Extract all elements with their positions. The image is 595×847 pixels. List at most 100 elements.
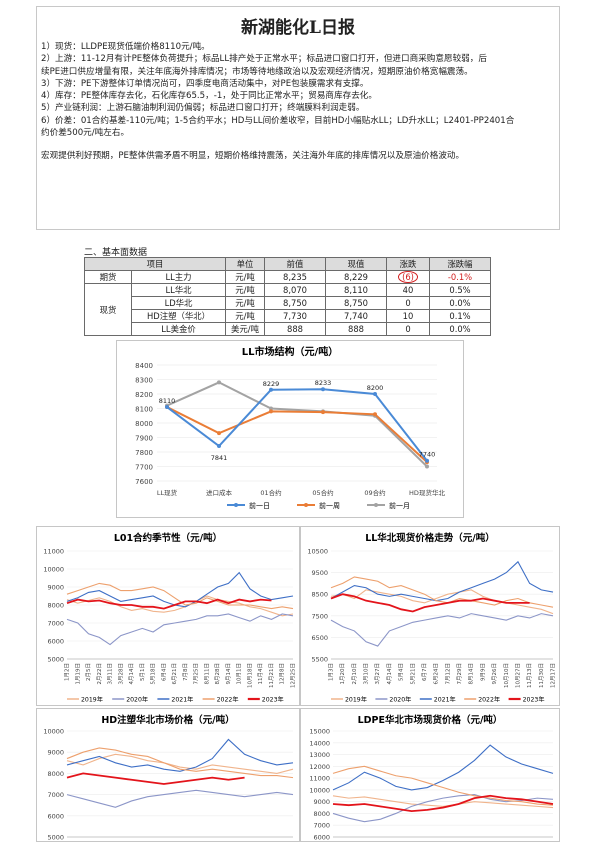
x-tick-label: 11月30日	[538, 663, 545, 688]
report-title: 新湖能化L日报	[241, 18, 355, 38]
y-tick-label: 5500	[311, 656, 328, 664]
y-tick-label: 7900	[135, 435, 153, 443]
x-tick-label: 11月4日	[257, 663, 264, 685]
row-pct: -0.1%	[429, 270, 491, 284]
y-tick-label: 7600	[135, 478, 153, 486]
row-pct: 0.5%	[429, 283, 491, 297]
legend-label: 前一日	[249, 501, 270, 510]
row-chg: 0	[386, 296, 430, 310]
hd-injection-chart: HD注塑华北市场价格（元/吨） 10000 9000 8000 7000 6000 5000	[36, 708, 300, 842]
y-tick-label: 8400	[135, 362, 153, 370]
y-tick-label: 6000	[47, 638, 64, 646]
x-tick-label: 8月28日	[214, 663, 221, 685]
y-tick-label: 15000	[309, 728, 330, 736]
x-tick-label: 12月17日	[550, 663, 557, 688]
change-value: (6)	[398, 271, 418, 283]
section-title: 二、基本面数据	[84, 248, 148, 258]
ll-north-spot-chart: LL华北现货价格走势（元/吨） 10500 9500 8500 7500 6500 5500…	[300, 526, 560, 706]
x-tick-label: 4月14日	[386, 663, 393, 685]
x-tick-label: 01合约	[260, 488, 281, 497]
report-line: 3）下游：PE下游整体订单情况尚可，四季度电商活动集中，对PE包装膜需求有支撑。	[41, 78, 369, 89]
legend-label: 2019年	[345, 696, 367, 704]
legend-label: 2022年	[478, 696, 500, 704]
x-tick-label: 12月25日	[290, 663, 297, 688]
report-line: 6）价差：01合约基差-110元/吨；1-5合约平水；HD与LL间价差收窄，目前…	[41, 115, 515, 126]
header-item: 项目	[84, 257, 226, 271]
x-tick-label: 7月29日	[456, 663, 463, 685]
ldpe-north-svg: LDPE华北市场现货价格（元/吨） 15000 14000 13000 12000 110…	[309, 714, 554, 842]
report-line: 4）库存：PE整体库存去化，石化库存65.5，-1，处于同比正常水平；贸易商库存…	[41, 91, 377, 102]
chart-title: L01合约季节性（元/吨）	[114, 532, 222, 544]
series-line	[66, 595, 294, 617]
y-tick-label: 10000	[309, 786, 330, 794]
data-point	[165, 405, 169, 410]
data-label: 8233	[315, 379, 332, 387]
x-tick-label: 6月4日	[160, 663, 167, 681]
x-tick-label: 6月21日	[171, 663, 178, 685]
row-unit: 元/吨	[225, 309, 265, 323]
row-cur: 8,110	[325, 283, 387, 297]
table-row: LL美金价 美元/吨 888 888 0 0.0%	[85, 322, 491, 336]
data-point	[321, 410, 325, 415]
row-chg: (6)	[386, 270, 430, 284]
series-line	[332, 794, 554, 812]
x-tick-label: 12月8日	[279, 663, 286, 685]
legend-label: 2021年	[171, 696, 193, 704]
x-tick-label: 3月27日	[374, 663, 381, 685]
x-tick-label: 6月7日	[421, 663, 428, 681]
series-line	[66, 613, 294, 646]
legend-label: 前一周	[319, 501, 340, 510]
series-line	[166, 388, 428, 462]
y-tick-label: 6000	[47, 812, 64, 820]
series-line	[330, 589, 554, 615]
x-tick-label: 3月28日	[117, 663, 124, 685]
row-cur: 8,750	[325, 296, 387, 310]
y-tick-label: 7800	[135, 449, 153, 457]
series-line	[66, 738, 294, 772]
header-cur: 现值	[325, 257, 387, 271]
series-line	[166, 406, 428, 463]
data-label: 7841	[211, 454, 228, 462]
legend-label: 2019年	[81, 696, 103, 704]
data-label: 8200	[367, 384, 384, 392]
x-tick-label: 1月20日	[339, 663, 346, 685]
x-tick-label: 8月11日	[203, 663, 210, 685]
series-line	[66, 571, 294, 608]
data-point	[269, 409, 273, 414]
x-tick-label: 5月18日	[150, 663, 157, 685]
chart-title: HD注塑华北市场价格（元/吨）	[101, 714, 234, 726]
data-label: 7740	[419, 451, 436, 459]
header-chg: 涨跌	[386, 257, 430, 271]
legend-label: 2023年	[523, 696, 545, 704]
data-point	[425, 464, 429, 469]
y-tick-label: 7000	[47, 620, 64, 628]
x-tick-label: 2月5日	[85, 663, 92, 681]
legend-marker	[234, 503, 238, 507]
x-tick-label: 8月14日	[468, 663, 475, 685]
header-unit: 单位	[225, 257, 265, 271]
series-line	[66, 582, 294, 610]
table-row: LD华北 元/吨 8,750 8,750 0 0.0%	[85, 296, 491, 310]
l01-seasonal-svg: L01合约季节性（元/吨） 11000 10000 9000 8000 7000 6000 5…	[43, 532, 297, 704]
row-unit: 元/吨	[225, 283, 265, 297]
ldpe-north-chart: LDPE华北市场现货价格（元/吨） 15000 14000 13000 12000 110…	[300, 708, 560, 842]
row-prev: 8,235	[264, 270, 326, 284]
row-item: LL华北	[131, 283, 226, 297]
x-tick-label: 9月14日	[225, 663, 232, 685]
series-line	[330, 576, 554, 608]
series-line	[66, 753, 294, 774]
y-tick-label: 10500	[307, 548, 328, 556]
y-tick-label: 8500	[311, 591, 328, 599]
y-tick-label: 10000	[43, 566, 64, 574]
report-line: 续PE进口供应增量有限，关注年底海外排库情况；市场等待地缘政治以及宏观经济情况，…	[41, 66, 473, 77]
x-tick-label: 7月12日	[444, 663, 451, 685]
x-tick-label: 进口成本	[206, 488, 233, 497]
y-tick-label: 10000	[43, 728, 64, 736]
y-tick-label: 14000	[309, 739, 330, 747]
x-tick-label: 1月3日	[328, 663, 335, 681]
y-tick-label: 7000	[47, 791, 64, 799]
x-tick-label: 10月10日	[503, 663, 510, 688]
row-item: LD华北	[131, 296, 226, 310]
legend-label: 前一月	[389, 501, 410, 510]
series-line	[330, 613, 554, 647]
